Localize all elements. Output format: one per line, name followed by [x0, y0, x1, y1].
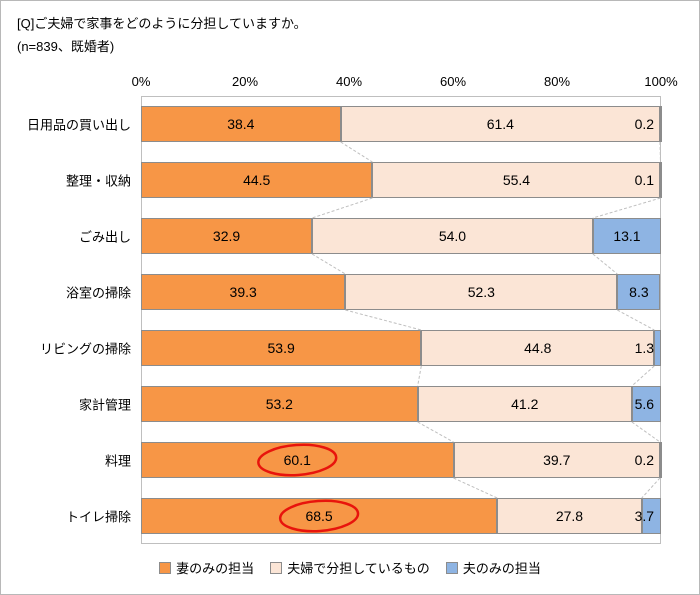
value-label: 44.5 [243, 172, 271, 188]
value-label: 39.7 [543, 452, 571, 468]
legend-item: 夫のみの担当 [445, 558, 541, 577]
legend-item: 夫婦で分担しているもの [270, 558, 430, 577]
value-label: 0.2 [634, 452, 655, 468]
category-label: 浴室の掃除 [65, 285, 131, 301]
bar-segment-husband [592, 218, 661, 254]
legend-swatch-icon [159, 561, 172, 574]
bar-segment-wife [141, 330, 422, 366]
category-label: 料理 [104, 453, 131, 469]
bar-segment-shared [417, 386, 632, 422]
value-label: 44.8 [524, 340, 552, 356]
bar-segment-wife [141, 386, 418, 422]
bar-segment-wife [141, 218, 313, 254]
value-label: 32.9 [212, 228, 241, 244]
value-label: 27.8 [555, 508, 584, 524]
category-label: 日用品の買い出し [26, 117, 131, 133]
bar-segment-wife [141, 106, 341, 142]
value-label: 68.5 [305, 508, 333, 524]
value-label: 38.4 [227, 116, 255, 132]
bar-segment-shared [453, 442, 660, 478]
bar-segment-wife [141, 274, 346, 310]
chart-title: [Q]ご夫婦で家事をどのように分担していますか。 [17, 16, 307, 31]
category-label: 家計管理 [78, 397, 131, 413]
legend: 妻のみの担当 夫婦で分担しているもの 夫のみの担当 [1, 558, 699, 577]
value-label: 39.3 [229, 284, 257, 300]
value-label: 13.1 [613, 228, 641, 244]
value-label: 60.1 [283, 452, 311, 468]
value-label: 5.6 [634, 396, 655, 412]
bar-segment-husband [654, 330, 661, 366]
bar-segment-shared [340, 106, 660, 142]
legend-swatch-icon [445, 561, 458, 574]
bar-segment-husband [631, 386, 661, 422]
bar-segment-shared [421, 330, 655, 366]
value-label: 55.4 [502, 172, 531, 188]
value-label: 52.3 [467, 284, 495, 300]
value-label: 0.1 [634, 172, 655, 188]
x-tick-label: 20% [231, 74, 259, 89]
legend-label: 妻のみの担当 [176, 561, 255, 576]
bar-segment-husband [660, 162, 663, 198]
bar-segment-husband [659, 442, 662, 478]
bar-segment-shared [345, 274, 618, 310]
x-tick-label: 0% [131, 74, 151, 89]
value-label: 41.2 [511, 396, 539, 412]
legend-label: 夫婦で分担しているもの [287, 561, 430, 576]
bar-segment-husband [659, 106, 662, 142]
value-label: 54.0 [438, 228, 467, 244]
value-label: 53.9 [267, 340, 295, 356]
legend-swatch-icon [270, 561, 283, 574]
value-label: 3.7 [634, 508, 655, 524]
bar-segment-shared [372, 162, 661, 198]
x-tick-label: 100% [644, 74, 678, 89]
value-label: 0.2 [634, 116, 655, 132]
x-tick-label: 80% [543, 74, 571, 89]
bar-segment-husband [641, 498, 661, 534]
value-label: 8.3 [629, 284, 649, 300]
value-label: 53.2 [265, 396, 293, 412]
bar-segment-husband [617, 274, 661, 310]
legend-label: 夫のみの担当 [462, 561, 541, 576]
category-label: 整理・収納 [65, 173, 131, 189]
bar-segment-wife [141, 162, 373, 198]
x-tick-label: 40% [335, 74, 363, 89]
value-label: 61.4 [486, 116, 514, 132]
category-label: トイレ掃除 [65, 509, 131, 525]
value-label: 1.3 [634, 340, 655, 356]
x-tick-label: 60% [439, 74, 467, 89]
chart-subtitle: (n=839、既婚者) [17, 39, 115, 54]
bar-segment-shared [312, 218, 593, 254]
bar-segment-shared [497, 498, 642, 534]
legend-item: 妻のみの担当 [159, 558, 254, 577]
category-label: ごみ出し [78, 229, 131, 245]
category-label: リビングの掃除 [39, 341, 131, 357]
